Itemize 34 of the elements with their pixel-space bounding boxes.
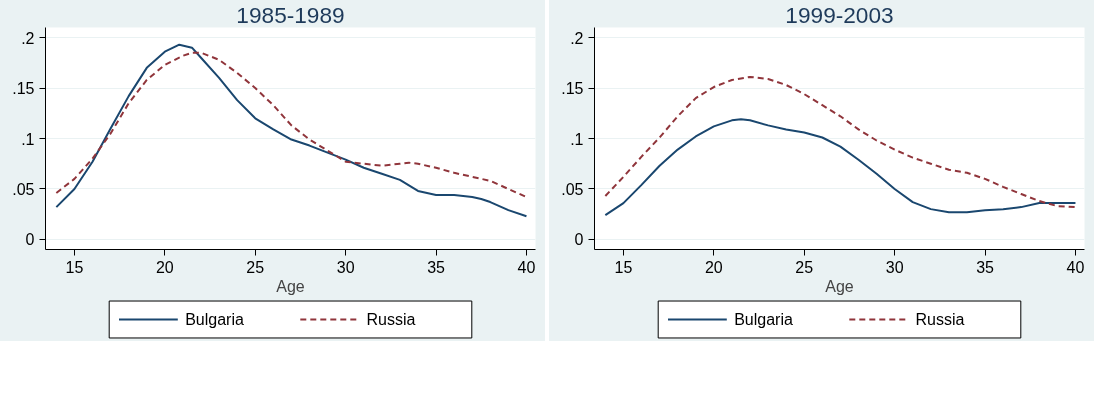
line-series: [55, 51, 528, 199]
legend-label: Russia: [366, 311, 416, 328]
line-series: [604, 75, 1077, 209]
x-tick-label: 40: [517, 258, 536, 276]
x-tick-label: 30: [336, 258, 355, 276]
x-tick-label: 40: [1066, 258, 1085, 276]
legend-label: Russia: [915, 311, 965, 328]
x-tick-label: 35: [427, 258, 446, 276]
x-tick-label: 25: [795, 258, 814, 276]
x-axis-title: Age: [825, 277, 854, 295]
legend-label: Bulgaria: [185, 311, 244, 328]
y-tick-label: 0: [25, 231, 35, 249]
x-tick-label: 20: [704, 258, 723, 276]
y-tick-label: .2: [570, 29, 584, 47]
y-tick-label: .05: [561, 180, 584, 198]
x-tick-label: 30: [885, 258, 904, 276]
y-tick-label: 0: [574, 231, 584, 249]
x-tick-label: 15: [614, 258, 633, 276]
y-tick-label: .2: [21, 29, 35, 47]
x-axis-title: Age: [276, 277, 305, 295]
x-tick-label: 35: [976, 258, 995, 276]
y-tick-label: .15: [12, 80, 35, 98]
chart-title: 1985-1989: [236, 1, 345, 28]
chart-title: 1999-2003: [785, 1, 894, 28]
x-tick-label: 25: [246, 258, 265, 276]
y-tick-label: .05: [12, 180, 35, 198]
x-tick-label: 15: [65, 258, 84, 276]
line-series: [55, 43, 528, 218]
y-tick-label: .1: [570, 130, 584, 148]
line-series: [604, 118, 1077, 217]
x-tick-label: 20: [155, 258, 174, 276]
y-tick-label: .15: [561, 80, 584, 98]
y-tick-label: .1: [21, 130, 35, 148]
legend-label: Bulgaria: [734, 311, 793, 328]
